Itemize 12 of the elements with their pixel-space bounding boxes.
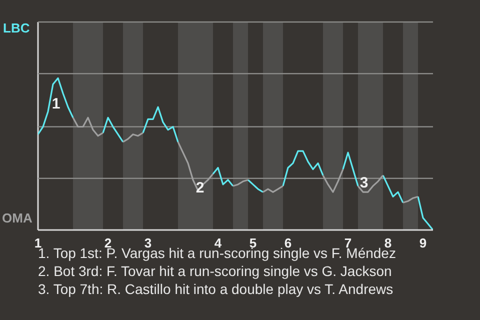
text: 3. Top 7th: R. Castillo hit into a double play vs T. Andrews — [38, 280, 394, 298]
annotation: 2 — [196, 180, 204, 196]
text: LBC — [3, 20, 30, 36]
x-tick-label: 5 — [249, 235, 257, 250]
x-tick-label: 6 — [284, 235, 292, 250]
text: OMA — [2, 210, 32, 226]
annotation: 1 — [52, 96, 60, 112]
x-tick-label: 9 — [419, 235, 427, 250]
annotation: 3 — [360, 174, 368, 192]
x-tick-label: 4 — [214, 235, 222, 250]
text: 2. Bot 3rd: F. Tovar hit a run-scoring single vs G. Jackson — [38, 262, 393, 280]
x-tick-label: 8 — [384, 235, 392, 250]
